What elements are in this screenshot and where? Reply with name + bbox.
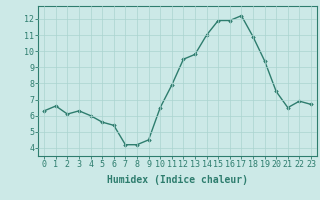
X-axis label: Humidex (Indice chaleur): Humidex (Indice chaleur)	[107, 175, 248, 185]
